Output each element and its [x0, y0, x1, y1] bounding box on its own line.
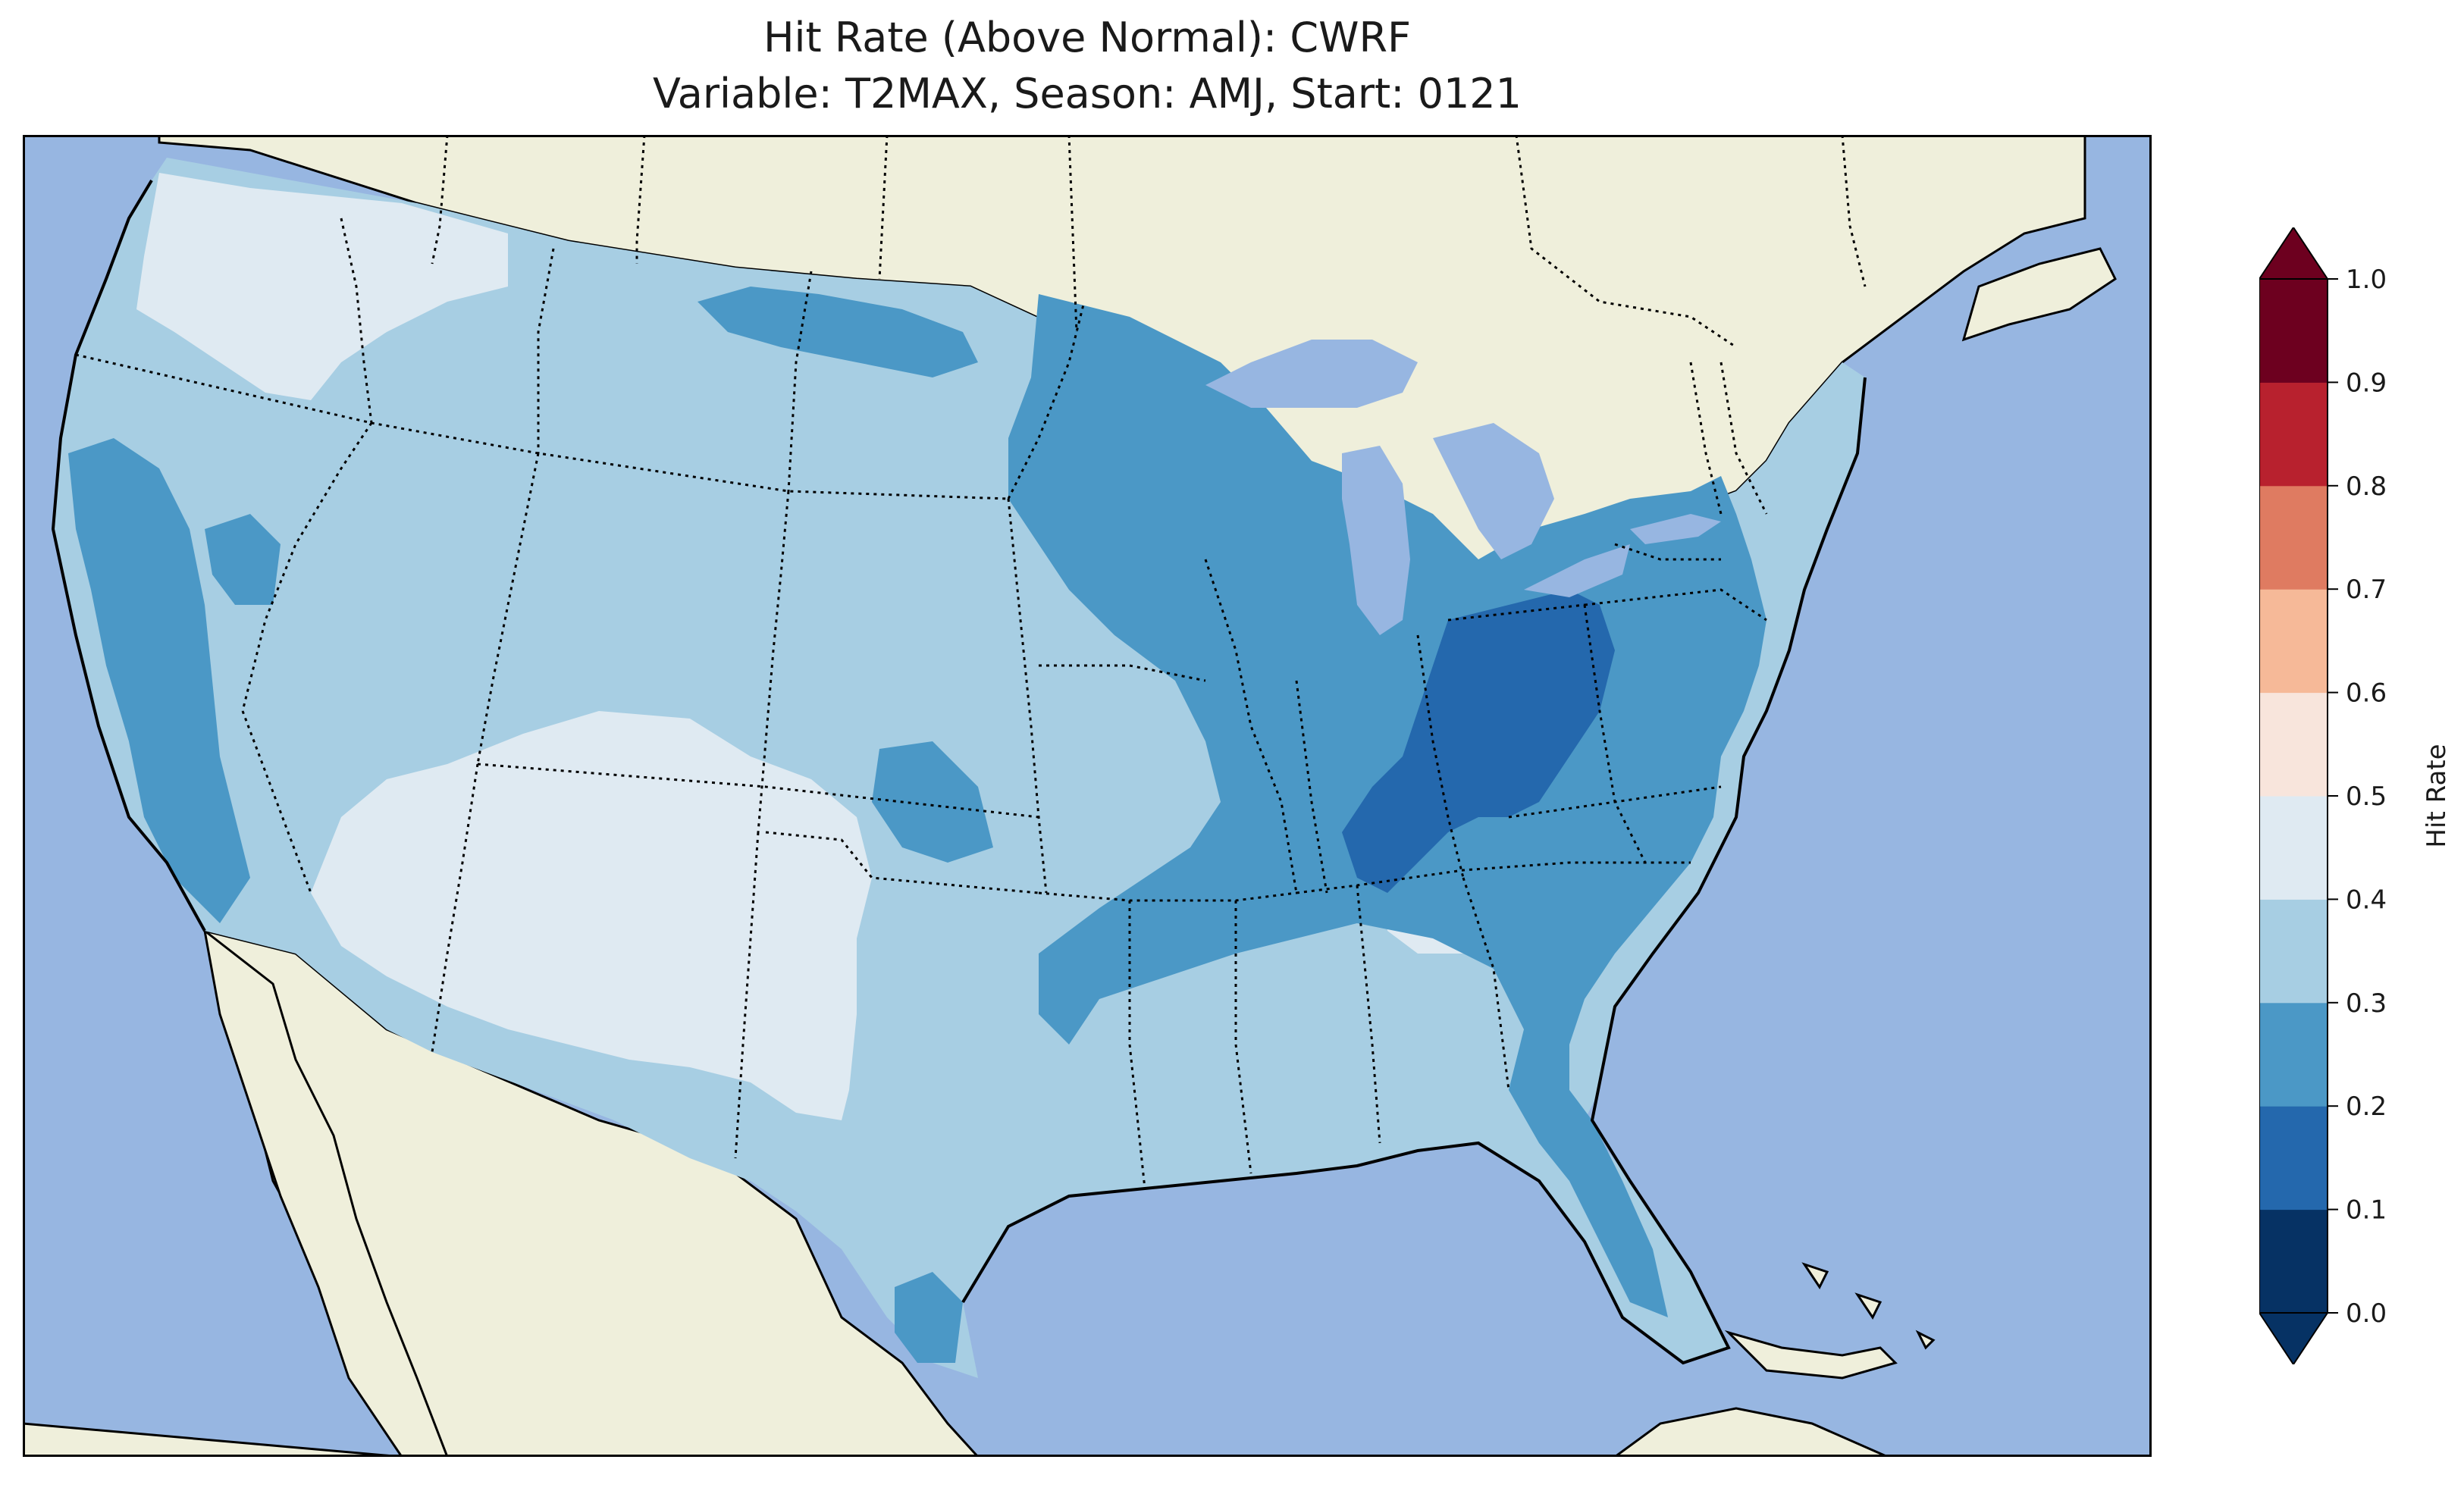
colorbar-bin-6	[2259, 589, 2328, 694]
hit-rate-map	[23, 135, 2152, 1457]
provincial-borders	[431, 135, 1867, 349]
colorbar-bins	[2259, 279, 2328, 1314]
cuba-island	[1724, 1330, 1898, 1380]
colorbar-tick-label: 0.5	[2346, 781, 2387, 812]
colorbar-tick-label: 0.0	[2346, 1298, 2387, 1329]
colorbar-extend-min	[2259, 1312, 2329, 1364]
baja-peninsula	[202, 928, 449, 1457]
colorbar-tick-label: 0.9	[2346, 368, 2387, 398]
colorbar-tick-label: 0.2	[2346, 1092, 2387, 1122]
colorbar-tick-label: 1.0	[2346, 265, 2387, 295]
pacific-coastline	[51, 179, 206, 932]
hit-rate-region-0-2-to-0-3-nevada	[205, 514, 281, 605]
hit-rate-region-0-4-to-0-5-southwest	[311, 711, 872, 1120]
lake-ontario	[1630, 514, 1721, 544]
hit-rate-region-0-4-to-0-5-northwest	[136, 173, 508, 400]
yucatan-landmass	[1613, 1407, 1889, 1457]
colorbar-bin-2	[2259, 1002, 2328, 1107]
colorbar-bin-7	[2259, 485, 2328, 590]
colorbar-bin-1	[2259, 1106, 2328, 1211]
map-frame	[23, 135, 2152, 1457]
colorbar-tick-label: 0.6	[2346, 678, 2387, 709]
colorbar-extend-max	[2259, 227, 2329, 280]
state-borders	[75, 218, 1768, 1189]
lake-michigan	[1342, 446, 1410, 635]
lake-erie	[1524, 544, 1630, 597]
colorbar-bin-0	[2259, 1209, 2328, 1314]
hit-rate-region-0-1-to-0-2-ohio-valley	[1342, 590, 1615, 893]
colorbar-label: Hit Rate	[2422, 744, 2452, 847]
colorbar-ticks: 0.0 0.1 0.2 0.3 0.4 0.5 0.6 0.7 0.8 0.9 1.0	[2328, 265, 2387, 1329]
colorbar: 0.0 0.1 0.2 0.3 0.4 0.5 0.6 0.7 0.8 0.9 1.0 Hit Ra…	[2259, 227, 2452, 1364]
lake-huron	[1433, 423, 1554, 559]
map-title-line-1: Hit Rate (Above Normal): CWRF	[763, 14, 1412, 61]
colorbar-bin-9	[2259, 279, 2328, 383]
hit-rate-region-0-2-to-0-3-kansas	[872, 741, 993, 863]
map-title-line-2: Variable: T2MAX, Season: AMJ, Start: 012…	[652, 70, 1522, 117]
colorbar-tick-label: 0.3	[2346, 988, 2387, 1019]
gulf-coastline	[961, 377, 1867, 1365]
nova-scotia	[1961, 247, 2117, 342]
colorbar-bin-4	[2259, 796, 2328, 900]
hit-rate-region-0-2-to-0-3-montana	[698, 287, 978, 377]
colorbar-tick-label: 0.1	[2346, 1195, 2387, 1226]
great-lakes	[1205, 340, 1721, 635]
hit-rate-region-0-2-to-0-3-texas	[895, 1272, 963, 1363]
lake-superior	[1205, 340, 1418, 408]
bahamas-islands	[1801, 1262, 1936, 1350]
colorbar-tick-label: 0.7	[2346, 575, 2387, 605]
colorbar-tick-label: 0.4	[2346, 885, 2387, 915]
usa-hit-rate-field	[53, 158, 1865, 1378]
colorbar-bin-3	[2259, 899, 2328, 1004]
hit-rate-region-0-2-to-0-3-california	[68, 438, 250, 923]
colorbar-bin-8	[2259, 382, 2328, 487]
colorbar-tick-label: 0.8	[2346, 471, 2387, 502]
colorbar-bin-5	[2259, 692, 2328, 797]
